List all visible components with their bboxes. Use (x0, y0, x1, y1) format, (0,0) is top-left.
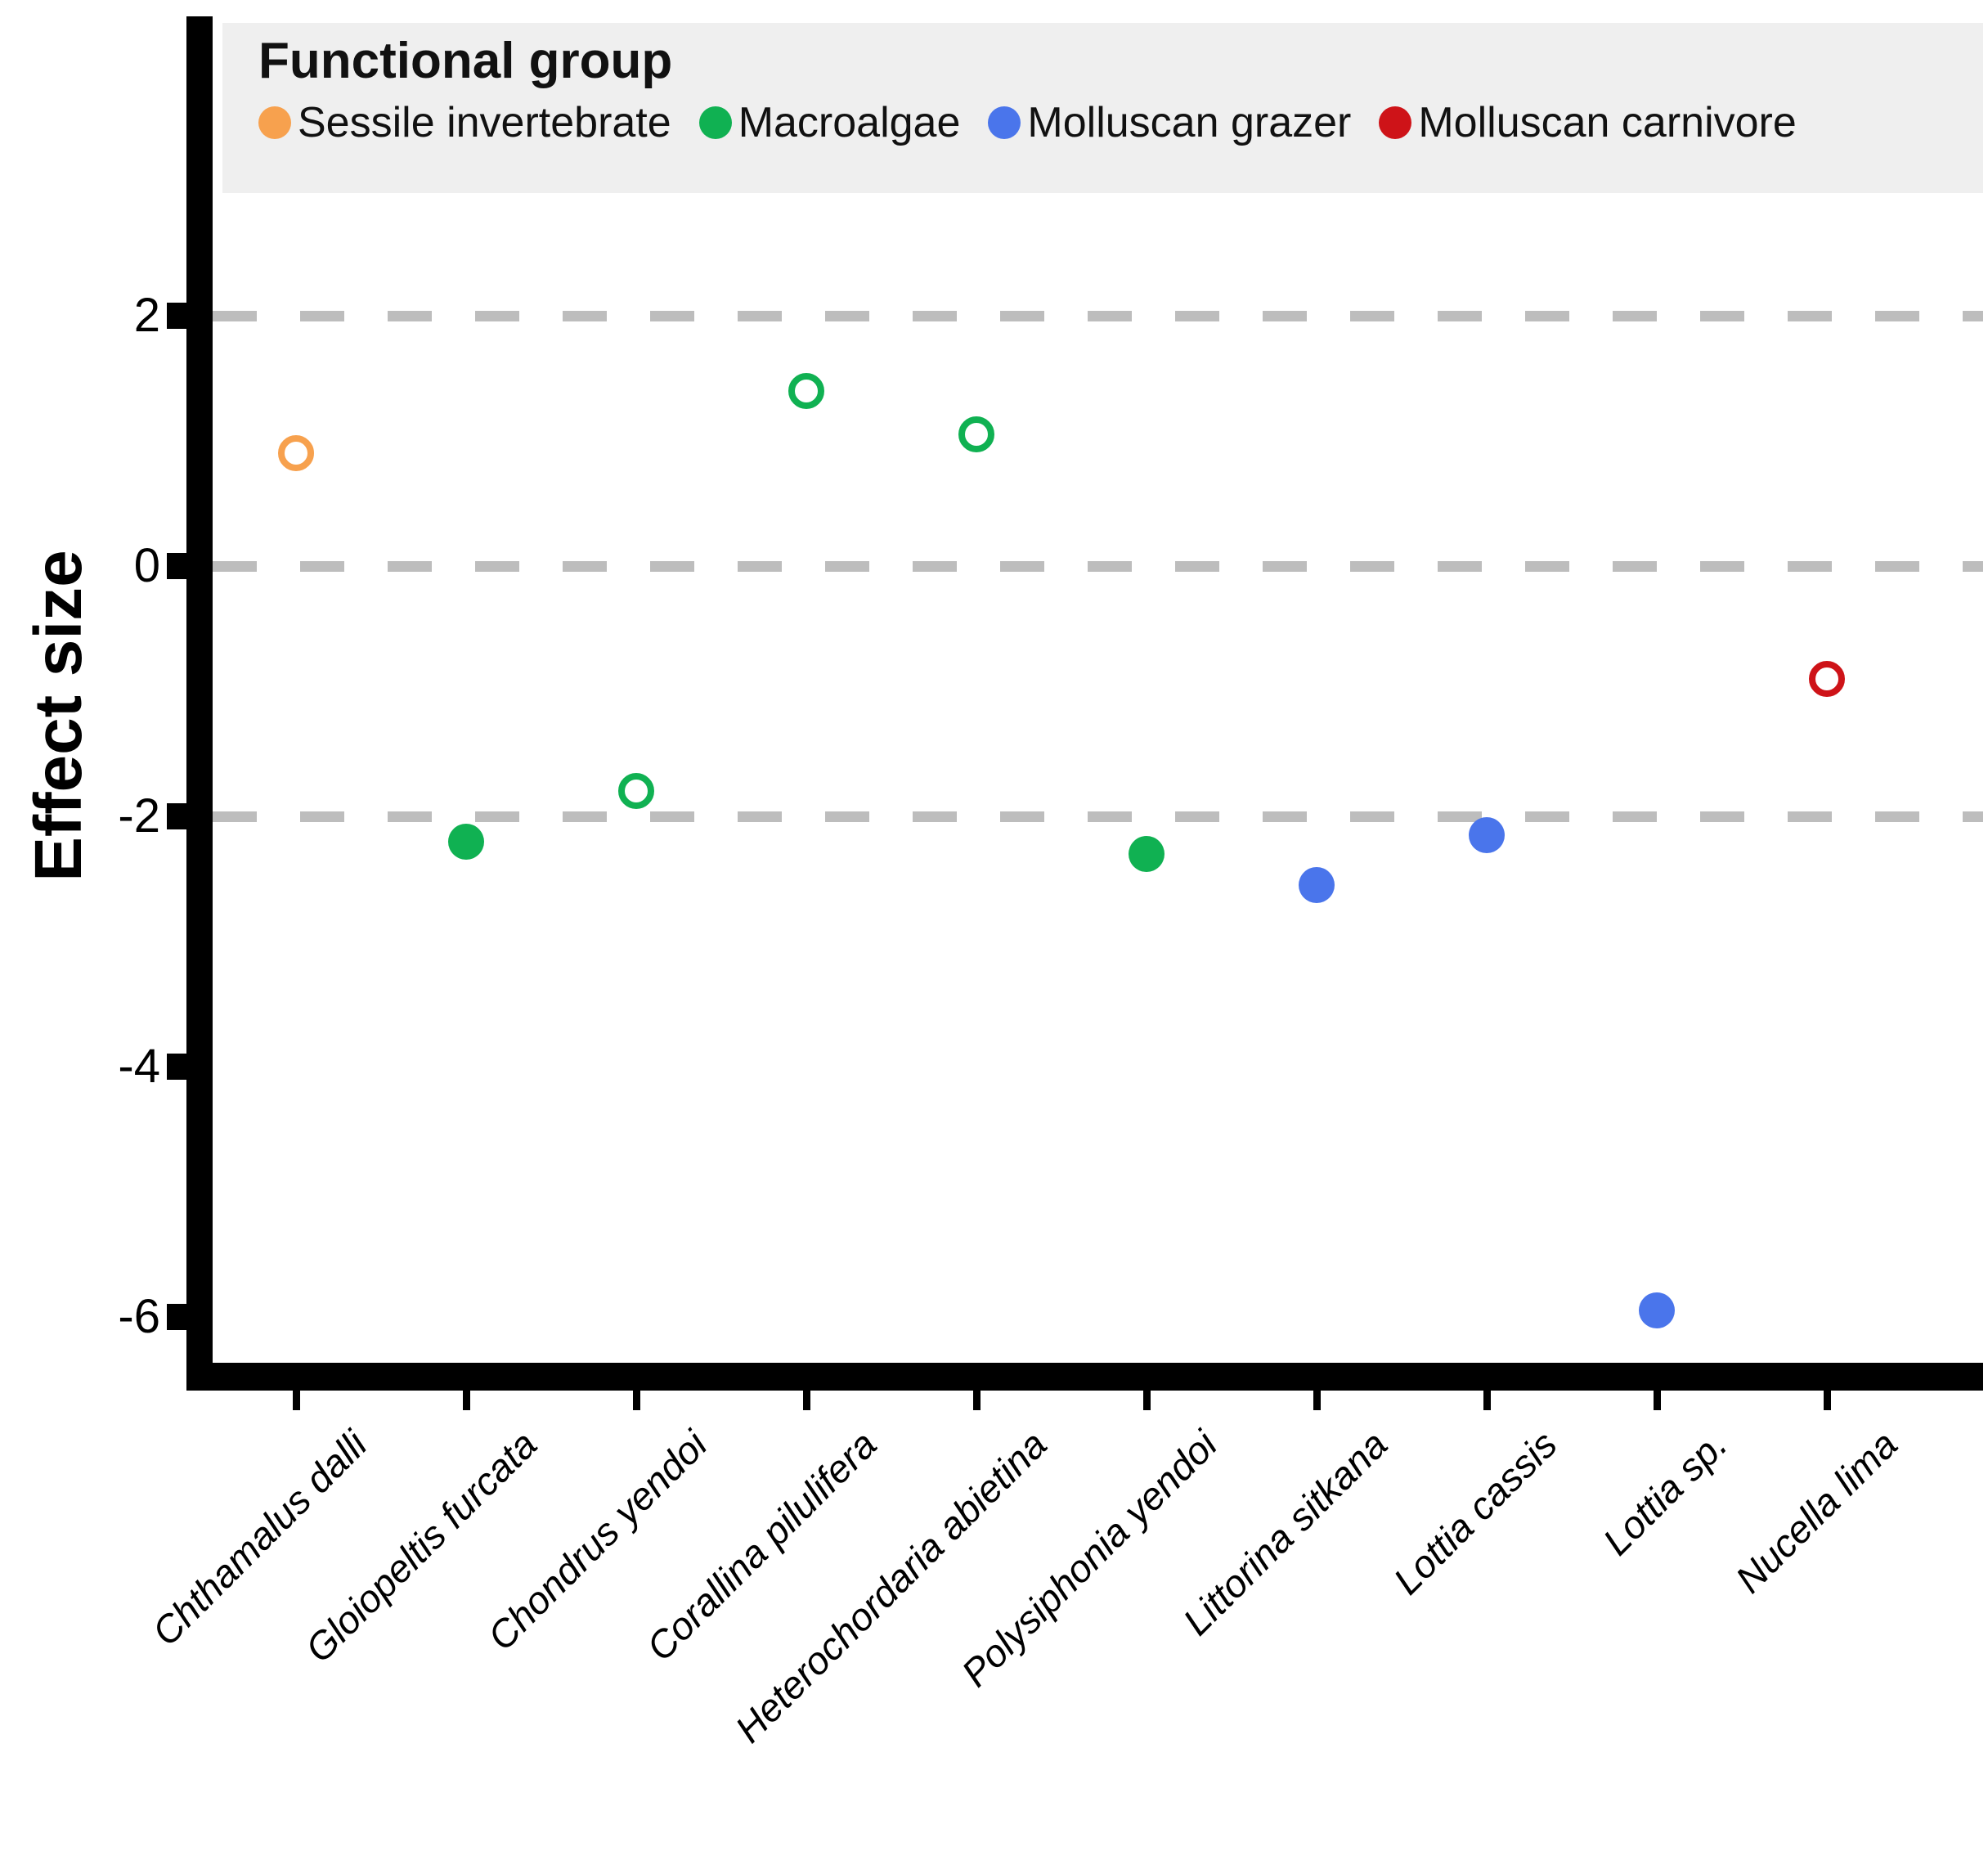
legend-item-molluscan-carnivore: Molluscan carnivore (1379, 98, 1797, 147)
legend-item-label: Sessile invertebrate (298, 99, 671, 146)
x-tick (1654, 1391, 1661, 1410)
y-tick-label: -2 (118, 789, 160, 843)
x-axis-label-lottia-sp: Lottia sp. (1594, 1422, 1736, 1564)
x-tick (463, 1391, 470, 1410)
x-tick (1313, 1391, 1321, 1410)
x-tick (1143, 1391, 1151, 1410)
x-tick (633, 1391, 640, 1410)
y-tick (167, 1304, 186, 1330)
gridline-y--2 (213, 811, 1983, 822)
data-point-chthamalus-dalli (278, 435, 314, 472)
legend: Functional group Sessile invertebrate Mac… (222, 23, 1983, 193)
gridline-y-2 (213, 311, 1983, 321)
y-tick-label: -6 (118, 1290, 160, 1343)
x-axis-label-nucella-lima: Nucella lima (1726, 1422, 1906, 1602)
y-tick-label: 2 (133, 289, 160, 342)
x-tick (803, 1391, 810, 1410)
legend-item-label: Macroalgae (738, 99, 961, 146)
y-tick (167, 803, 186, 829)
y-tick (167, 1054, 186, 1080)
y-tick-label: -4 (118, 1040, 160, 1093)
data-point-littorina-sitkana (1299, 867, 1335, 904)
legend-swatch-icon (258, 106, 291, 139)
x-tick (1824, 1391, 1831, 1410)
x-tick (1483, 1391, 1491, 1410)
x-axis-label-lottia-cassis: Lottia cassis (1384, 1422, 1566, 1603)
x-tick (293, 1391, 300, 1410)
legend-swatch-icon (988, 106, 1021, 139)
data-point-gloiopeltis-furcata (448, 823, 484, 860)
data-point-lottia-sp (1639, 1292, 1675, 1329)
legend-item-sessile-invertebrate: Sessile invertebrate (258, 98, 671, 147)
legend-swatch-icon (1379, 106, 1412, 139)
legend-item-macroalgae: Macroalgae (698, 98, 961, 147)
data-point-chondrus-yendoi (618, 773, 654, 810)
legend-swatch-icon (698, 106, 732, 139)
x-axis-label-heterochordaria-abietina: Heterochordaria abietina (726, 1422, 1056, 1751)
legend-title: Functional group (258, 33, 673, 89)
gridline-y-0 (213, 561, 1983, 572)
y-tick (167, 553, 186, 579)
legend-items: Sessile invertebrate Macroalgae Molluscan … (258, 98, 1983, 147)
x-tick (973, 1391, 981, 1410)
y-tick (167, 303, 186, 329)
x-axis-line (186, 1363, 1983, 1391)
legend-item-molluscan-grazer: Molluscan grazer (988, 98, 1351, 147)
y-tick-label: 0 (133, 539, 160, 592)
data-point-corallina-pilulifera (788, 372, 824, 409)
legend-item-label: Molluscan carnivore (1418, 99, 1797, 146)
legend-item-label: Molluscan grazer (1027, 99, 1352, 146)
data-point-polysiphonia-yendoi (1129, 835, 1165, 872)
data-point-lottia-cassis (1469, 816, 1505, 853)
data-point-nucella-lima (1809, 660, 1845, 697)
data-point-heterochordaria-abietina (958, 416, 994, 453)
y-axis-line (186, 16, 213, 1391)
